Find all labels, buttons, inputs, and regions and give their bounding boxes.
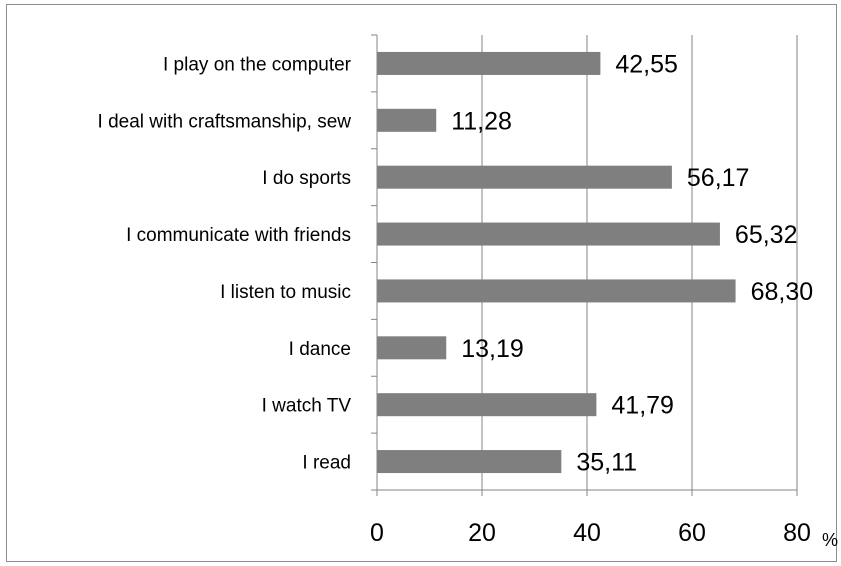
category-label: I watch TV [262, 396, 352, 417]
category-label: I dance [289, 339, 351, 360]
bars [377, 51, 736, 474]
data-label: 56,17 [687, 164, 750, 192]
bar [377, 51, 601, 75]
data-label: 68,30 [751, 278, 814, 306]
bar [377, 450, 562, 474]
bar [377, 279, 736, 303]
data-label: 35,11 [576, 449, 637, 477]
x-tick-label: 0 [370, 519, 384, 547]
x-tick-label: 20 [468, 519, 496, 547]
data-label: 42,55 [615, 50, 678, 78]
category-label: I do sports [262, 168, 351, 189]
bar [377, 165, 672, 189]
axes [371, 34, 798, 496]
x-axis-unit-label: % [822, 530, 838, 550]
data-label: 13,19 [461, 335, 524, 363]
category-label: I deal with craftsmanship, sew [98, 111, 352, 132]
category-label: I communicate with friends [126, 225, 351, 246]
bar [377, 336, 447, 360]
data-label: 65,32 [735, 221, 798, 249]
category-label: I read [302, 453, 351, 474]
x-tick-label: 40 [573, 519, 601, 547]
x-tick-label: 60 [678, 519, 706, 547]
x-tick-label: 80 [783, 519, 811, 547]
category-label: I listen to music [220, 282, 351, 303]
bar [377, 108, 437, 132]
data-label: 41,79 [611, 392, 674, 420]
category-label: I play on the computer [163, 54, 352, 75]
data-label: 11,28 [451, 107, 512, 135]
labels: 0 20 40 60 80 I play on the computer 42,55 I de… [98, 50, 814, 547]
bar [377, 393, 597, 417]
bar [377, 222, 720, 246]
gridlines [481, 35, 798, 490]
